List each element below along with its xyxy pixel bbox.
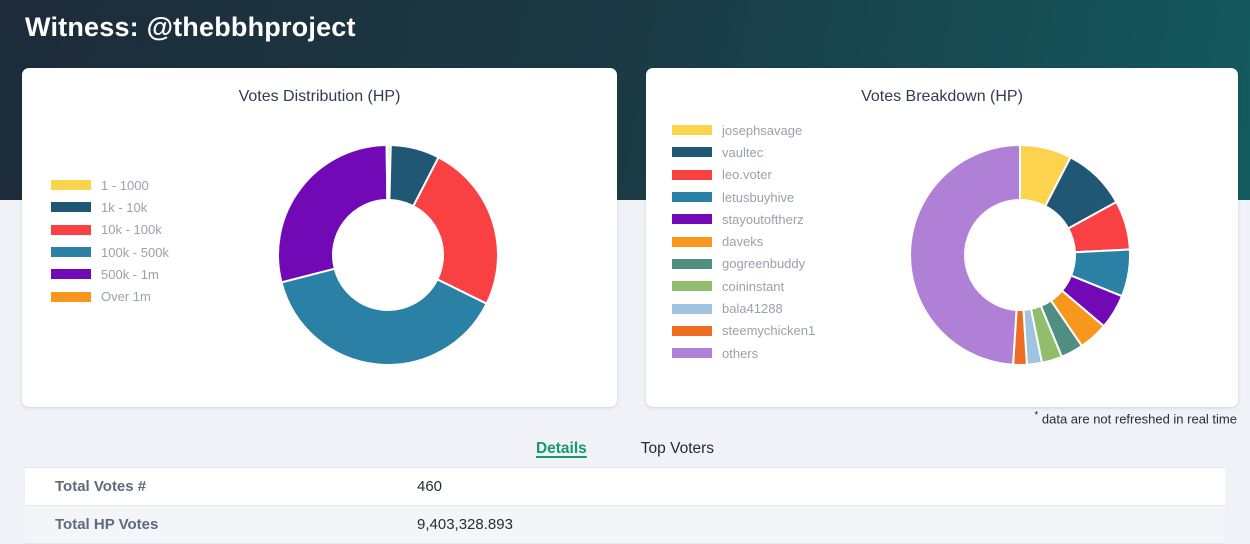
legend-item-vaultec[interactable]: vaultec [672, 141, 815, 163]
total-votes-value: 460 [417, 478, 443, 495]
legend-swatch [51, 291, 91, 302]
votes-breakdown-legend: josephsavage vaultec leo.voter letusbuyhive… [672, 119, 815, 364]
legend-item-100k-500k[interactable]: 100k - 500k [51, 241, 169, 263]
asterisk: * [1034, 410, 1039, 421]
legend-swatch [51, 180, 91, 191]
legend-swatch [672, 192, 712, 203]
legend-item-others[interactable]: others [672, 342, 815, 364]
table-row-total-hp-votes: Total HP Votes 9,403,328.893 [25, 506, 1225, 544]
legend-item-1-1000[interactable]: 1 - 1000 [51, 174, 169, 196]
votes-breakdown-title: Votes Breakdown (HP) [861, 88, 1023, 105]
donut-segment-10k-100k[interactable] [412, 156, 499, 305]
legend-label: 500k - 1m [101, 266, 159, 282]
legend-item-coininstant[interactable]: coininstant [672, 275, 815, 297]
legend-item-daveks[interactable]: daveks [672, 230, 815, 252]
legend-label: Over 1m [101, 289, 151, 305]
donut-segment-100k-500k[interactable] [280, 267, 488, 366]
legend-swatch [672, 303, 712, 314]
refresh-disclaimer: * data are not refreshed in real time [1034, 410, 1237, 426]
legend-label: vaultec [722, 144, 764, 160]
legend-swatch [672, 125, 712, 136]
details-table: Total Votes # 460 Total HP Votes 9,403,3… [25, 467, 1225, 544]
legend-item-10k-100k[interactable]: 10k - 100k [51, 219, 169, 241]
votes-distribution-legend: 1 - 1000 1k - 10k 10k - 100k 100k - 500k 500… [51, 174, 169, 308]
legend-label: daveks [722, 234, 764, 250]
donut-segment-over-1m[interactable] [385, 144, 389, 201]
legend-swatch [672, 325, 712, 336]
tab-bar: Details Top Voters [0, 440, 1250, 458]
legend-item-steemychicken1[interactable]: steemychicken1 [672, 320, 815, 342]
legend-item-over-1m[interactable]: Over 1m [51, 285, 169, 307]
legend-swatch [672, 281, 712, 292]
votes-breakdown-card: Votes Breakdown (HP) josephsavage vaultec… [646, 68, 1238, 407]
legend-item-500k-1m[interactable]: 500k - 1m [51, 263, 169, 285]
legend-swatch [672, 147, 712, 158]
votes-distribution-card: Votes Distribution (HP) 1 - 1000 1k - 10k… [22, 68, 617, 407]
legend-swatch [672, 169, 712, 180]
legend-label: others [722, 345, 759, 361]
total-hp-votes-label: Total HP Votes [55, 516, 159, 533]
legend-item-stayoutoftherz[interactable]: stayoutoftherz [672, 208, 815, 230]
legend-label: bala41288 [722, 301, 783, 317]
legend-item-gogreenbuddy[interactable]: gogreenbuddy [672, 253, 815, 275]
legend-swatch [51, 247, 91, 258]
legend-label: coininstant [722, 278, 785, 294]
legend-swatch [51, 224, 91, 235]
legend-swatch [672, 214, 712, 225]
total-hp-votes-value: 9,403,328.893 [417, 516, 513, 533]
legend-label: leo.voter [722, 167, 772, 183]
legend-item-1k-10k[interactable]: 1k - 10k [51, 196, 169, 218]
legend-swatch [672, 236, 712, 247]
legend-swatch [672, 258, 712, 269]
votes-distribution-title: Votes Distribution (HP) [238, 88, 401, 105]
legend-label: 1k - 10k [101, 199, 148, 215]
tab-top-voters[interactable]: Top Voters [640, 440, 715, 457]
page-title: Witness: @thebbhproject [25, 12, 356, 42]
votes-distribution-donut-chart [277, 143, 499, 366]
legend-label: steemychicken1 [722, 323, 816, 339]
table-row-total-votes: Total Votes # 460 [25, 468, 1225, 506]
tab-details[interactable]: Details [535, 440, 587, 457]
total-votes-label: Total Votes # [55, 478, 147, 495]
legend-label: gogreenbuddy [722, 256, 806, 272]
legend-swatch [672, 348, 712, 359]
legend-label: 1 - 1000 [101, 177, 149, 193]
legend-item-bala41288[interactable]: bala41288 [672, 297, 815, 319]
refresh-disclaimer-text: data are not refreshed in real time [1038, 411, 1237, 427]
donut-segment-500k-1m[interactable] [277, 144, 389, 284]
votes-breakdown-donut-chart [909, 144, 1131, 366]
legend-item-leo-voter[interactable]: leo.voter [672, 164, 815, 186]
legend-label: 10k - 100k [101, 222, 162, 238]
legend-swatch [51, 202, 91, 213]
donut-segment-others[interactable] [909, 144, 1021, 366]
legend-swatch [51, 269, 91, 280]
legend-label: josephsavage [722, 122, 803, 138]
legend-item-josephsavage[interactable]: josephsavage [672, 119, 815, 141]
legend-label: letusbuyhive [722, 189, 795, 205]
legend-item-letusbuyhive[interactable]: letusbuyhive [672, 186, 815, 208]
legend-label: stayoutoftherz [722, 211, 804, 227]
legend-label: 100k - 500k [101, 244, 169, 260]
